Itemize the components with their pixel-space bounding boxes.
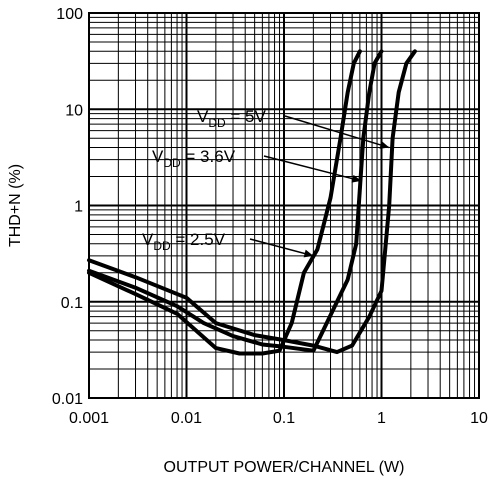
x-axis-title: OUTPUT POWER/CHANNEL (W) [164, 459, 405, 476]
tick-labels: 0.001 0.01 0.1 1 10 0.01 0.1 1 10 100 [52, 6, 488, 427]
y-tick-label: 10 [65, 102, 83, 119]
x-tick-label: 0.1 [273, 410, 295, 427]
x-tick-label: 10 [470, 410, 488, 427]
series-label: VDD = 3.6V [152, 147, 236, 170]
series-layer [87, 49, 417, 356]
x-tick-label: 0.01 [171, 410, 202, 427]
series-line-1 [87, 49, 384, 353]
leader-arrowhead [303, 249, 314, 258]
x-tick-label: 1 [377, 410, 386, 427]
series-label: VDD = 5V [197, 107, 267, 130]
plot-frame [88, 12, 480, 399]
series-label: VDD = 2.5V [142, 230, 226, 253]
series-callouts: VDD = 2.5V VDD = 3.6V VDD = 5V [142, 107, 390, 258]
y-tick-label: 0.01 [52, 391, 83, 408]
leader-arrowhead [379, 141, 390, 149]
leader-line [263, 155, 362, 182]
y-axis-title: THD+N (%) [7, 164, 24, 247]
y-tick-label: 100 [56, 6, 83, 23]
leader-arrowhead [351, 174, 362, 183]
series-line-2 [87, 49, 417, 355]
y-tick-label: 1 [74, 199, 83, 216]
leader-line [249, 238, 314, 257]
series-callout-0: VDD = 2.5V [142, 230, 314, 258]
y-tick-label: 0.1 [61, 295, 83, 312]
series-callout-1: VDD = 3.6V [152, 147, 362, 183]
series-callout-2: VDD = 5V [197, 107, 390, 149]
series-line-0 [87, 49, 362, 356]
x-tick-label: 0.001 [69, 410, 109, 427]
leader-line [284, 115, 390, 149]
